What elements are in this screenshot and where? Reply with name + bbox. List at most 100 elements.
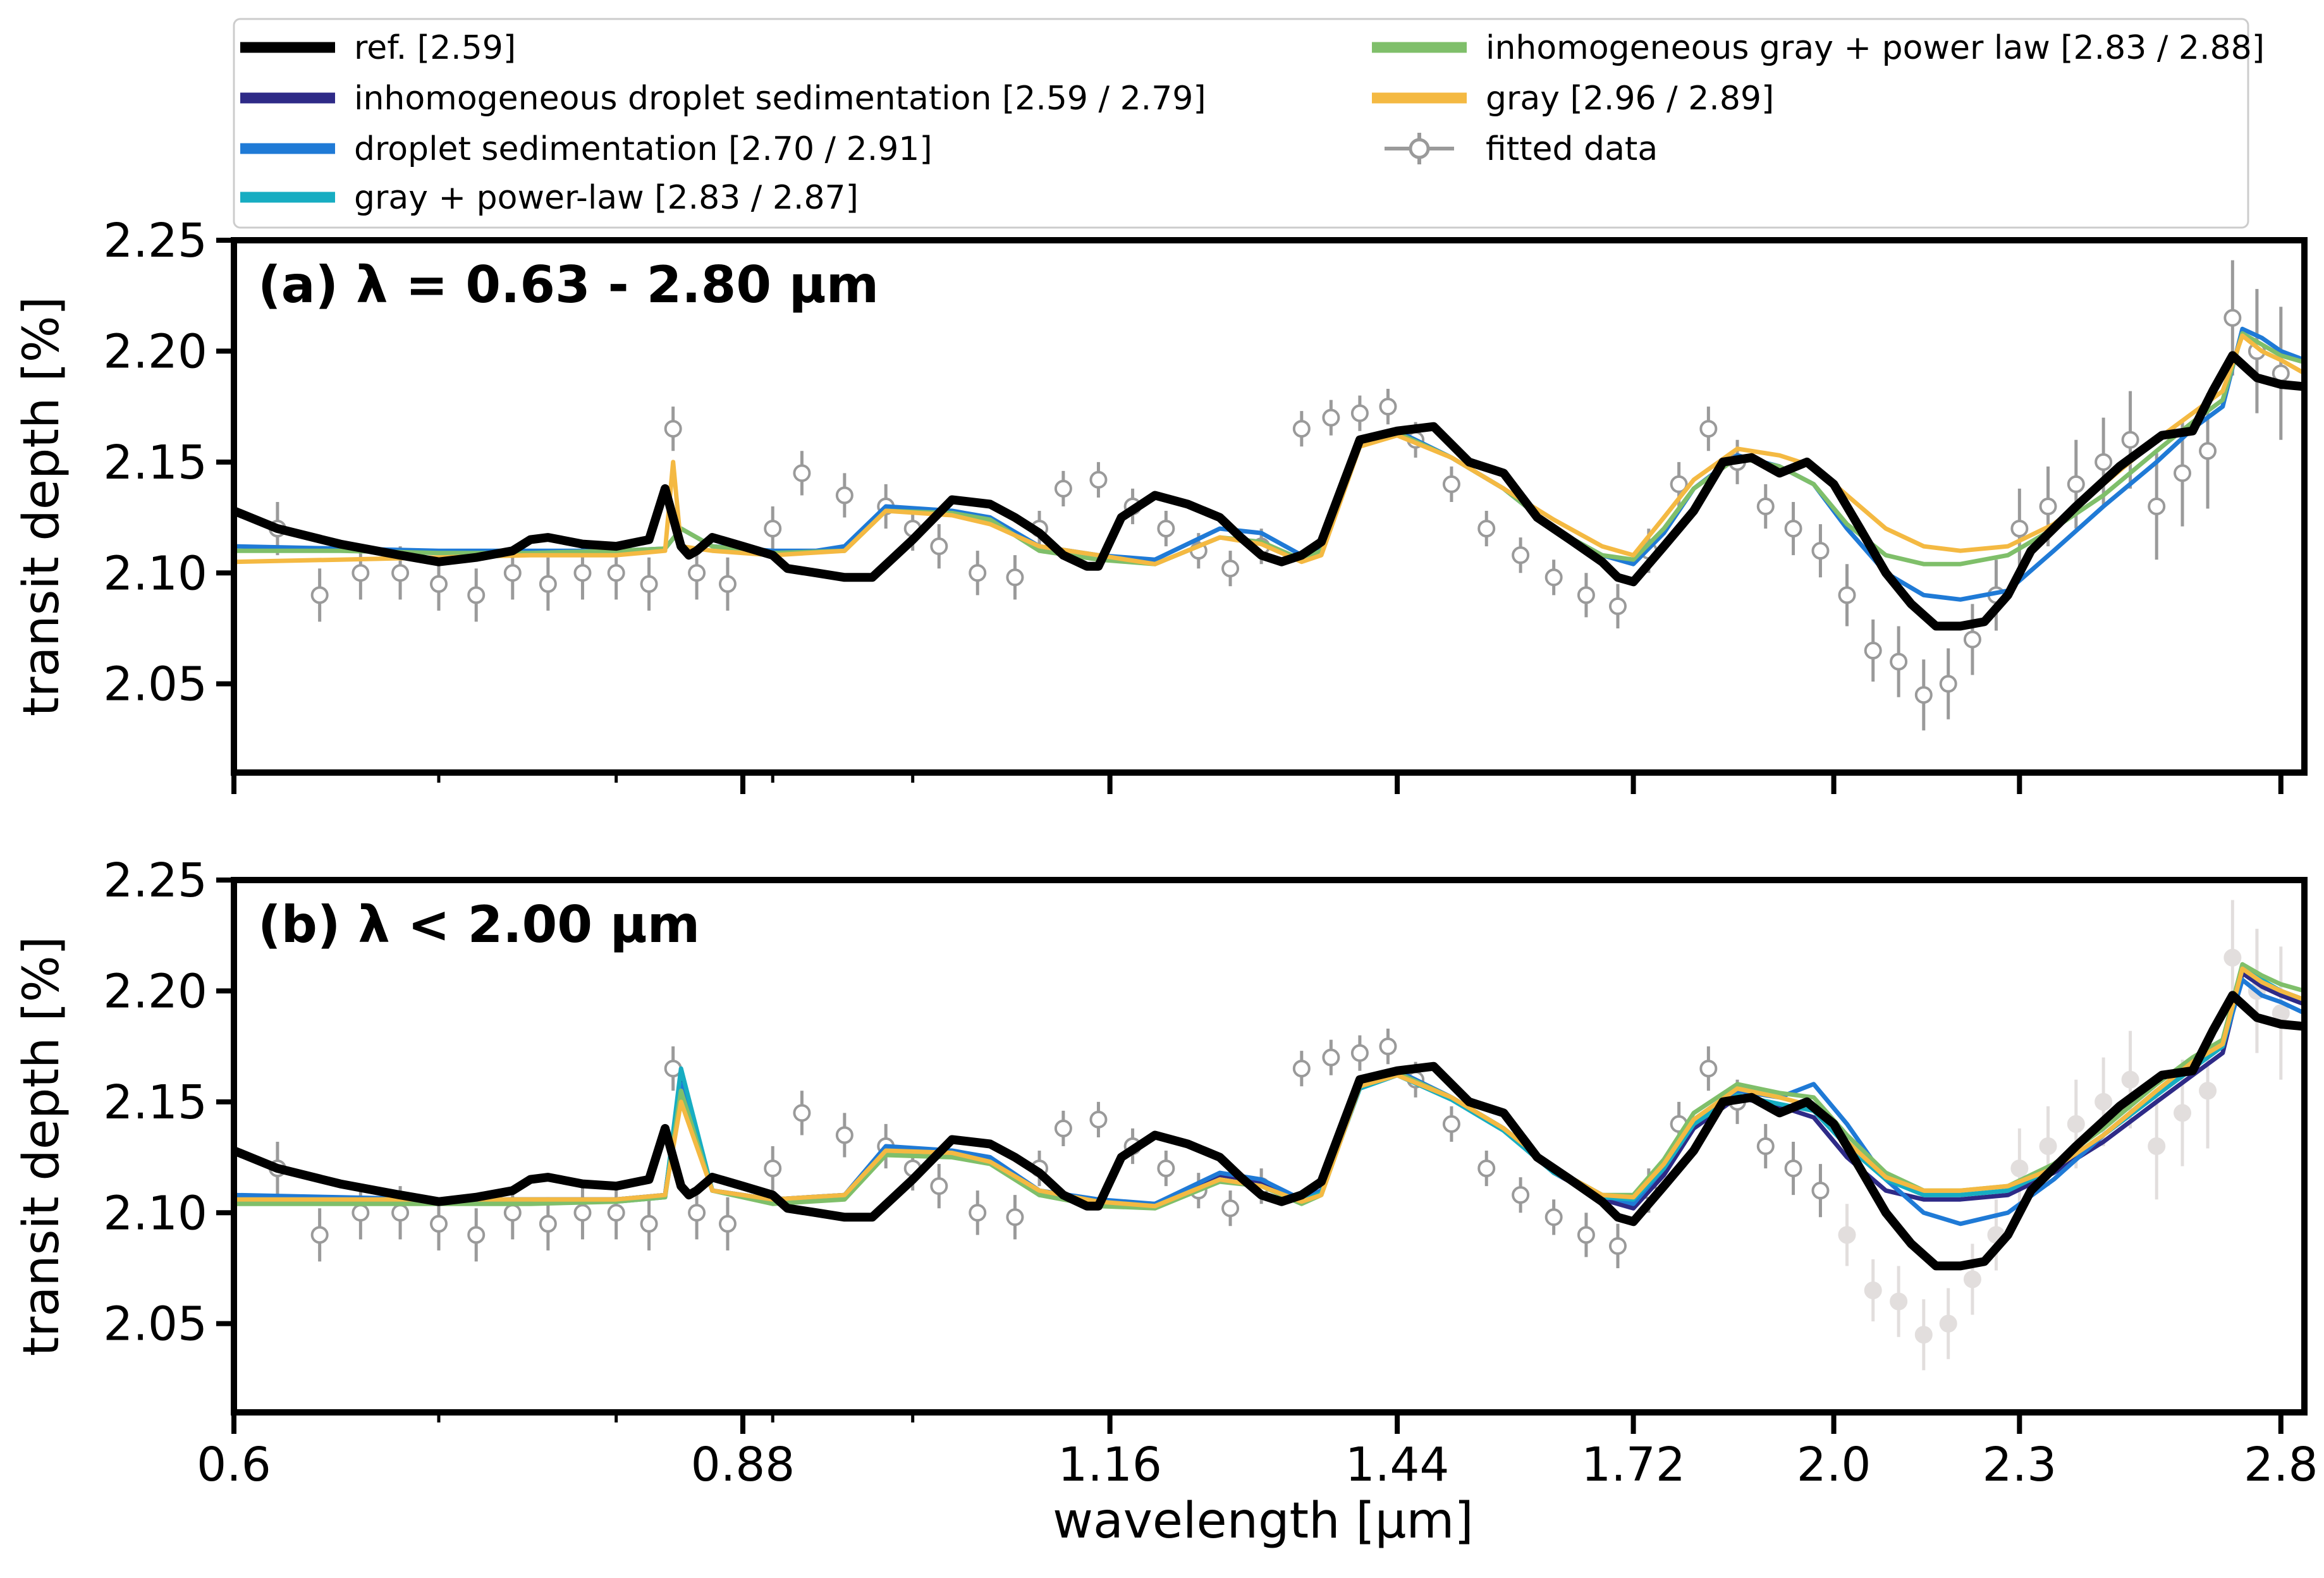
data-point-marker: [1089, 1110, 1108, 1128]
data-point: [835, 1113, 853, 1158]
x-tick-label: 1.72: [1581, 1438, 1685, 1492]
data-point: [573, 1186, 592, 1240]
excluded-data-point-marker: [1963, 1270, 1981, 1288]
data-point-marker: [1292, 420, 1311, 438]
data-point-marker: [2174, 464, 2192, 482]
data-point-marker: [1838, 586, 1856, 604]
series-line: [234, 966, 2304, 1209]
excluded-data-point-marker: [2010, 1159, 2029, 1178]
y-axis-label: transit depth [%]: [13, 297, 70, 716]
y-tick-label: 2.20: [103, 964, 207, 1018]
excluded-data-point-marker: [2095, 1092, 2113, 1111]
data-point-marker: [352, 1204, 370, 1222]
data-point-marker: [1350, 404, 1369, 422]
data-point: [310, 568, 329, 622]
data-point: [640, 1197, 658, 1251]
data-point: [1442, 466, 1460, 502]
data-point: [1379, 389, 1397, 425]
y-tick-label: 2.10: [103, 1186, 207, 1240]
y-tick-label: 2.10: [103, 546, 207, 601]
data-point-marker: [1157, 520, 1175, 538]
data-point: [1864, 619, 1882, 682]
legend-entry: gray + power-law [2.83 / 2.87]: [240, 179, 859, 217]
data-point-marker: [1890, 652, 1908, 671]
data-point-marker: [1544, 1208, 1563, 1226]
data-point: [793, 1091, 811, 1135]
legend: ref. [2.59] inhomogeneous droplet sedimen…: [233, 18, 2265, 229]
data-point-marker: [1379, 398, 1397, 416]
data-point: [930, 524, 948, 569]
data-point-marker: [1006, 1208, 1024, 1226]
data-point-marker: [2199, 442, 2217, 460]
data-point-marker: [1939, 675, 1957, 693]
data-point: [1890, 626, 1908, 697]
data-point: [718, 557, 737, 611]
data-point: [2272, 307, 2290, 440]
data-point: [1699, 1046, 1718, 1091]
data-point: [1784, 1141, 1802, 1196]
plot-frame: [231, 877, 2308, 1416]
data-point: [1350, 1035, 1369, 1071]
excluded-data-point-marker: [2223, 948, 2242, 967]
data-point-marker: [688, 564, 706, 582]
data-point: [467, 1208, 486, 1262]
data-point-marker: [969, 1204, 987, 1222]
data-point: [1006, 1195, 1024, 1240]
data-point: [1089, 462, 1108, 498]
data-point-marker: [835, 486, 853, 505]
data-point-marker: [352, 564, 370, 582]
data-point: [764, 506, 782, 551]
data-point-marker: [1811, 542, 1830, 560]
legend-box: [233, 18, 2249, 229]
data-point: [640, 557, 658, 611]
data-point: [1006, 555, 1024, 600]
data-point-marker: [664, 420, 682, 438]
legend-entry: droplet sedimentation [2.70 / 2.91]: [240, 130, 933, 168]
data-point-marker: [640, 575, 658, 593]
data-point: [607, 1186, 625, 1240]
y-tick-label: 2.15: [103, 1075, 207, 1130]
data-point-marker: [793, 464, 811, 482]
data-point-marker: [539, 1214, 557, 1233]
excluded-data-point: [2148, 1092, 2166, 1200]
data-point-marker: [1784, 1159, 1802, 1178]
data-point-marker: [391, 564, 410, 582]
data-point-marker: [718, 1214, 737, 1233]
x-tick-label: 2.0: [1797, 1438, 1871, 1492]
data-point: [1054, 470, 1072, 506]
data-point-marker: [1544, 568, 1563, 587]
data-point-marker: [503, 564, 522, 582]
data-point-marker: [607, 1204, 625, 1222]
excluded-data-point-marker: [2039, 1137, 2057, 1155]
legend-entry: inhomogeneous droplet sedimentation [2.5…: [240, 80, 1206, 118]
data-point: [1379, 1029, 1397, 1065]
data-point: [2148, 453, 2166, 560]
data-point: [539, 557, 557, 611]
data-point-marker: [930, 537, 948, 556]
data-point: [1914, 659, 1933, 731]
panel-a: 2.05 2.10 2.15 2.20 2.25 (a) λ = 0.63 - 2.80 …: [13, 214, 2308, 794]
excluded-data-point: [1914, 1299, 1933, 1371]
data-point: [1292, 411, 1311, 447]
y-tick-label: 2.05: [103, 1297, 207, 1352]
data-point: [1963, 604, 1981, 675]
data-point-marker: [1322, 408, 1340, 427]
data-point-marker: [1379, 1037, 1397, 1056]
excluded-data-point-marker: [1838, 1226, 1856, 1244]
data-point: [2010, 488, 2029, 569]
excluded-data-point: [1838, 1204, 1856, 1266]
data-point-marker: [1699, 1060, 1718, 1078]
data-point-marker: [1350, 1044, 1369, 1062]
data-point-marker: [2148, 498, 2166, 515]
excluded-data-point-marker: [2067, 1115, 2085, 1133]
series-line: [234, 962, 2304, 1211]
excluded-data-point: [1963, 1244, 1981, 1315]
data-point-marker: [1577, 1226, 1595, 1244]
data-point-marker: [1756, 1137, 1775, 1155]
data-point: [1756, 484, 1775, 529]
legend-entry: gray [2.96 / 2.89]: [1372, 80, 1774, 118]
data-point: [1442, 1106, 1460, 1142]
data-point-marker: [793, 1104, 811, 1122]
data-point: [930, 1164, 948, 1209]
excluded-data-point-marker: [2121, 1070, 2139, 1089]
